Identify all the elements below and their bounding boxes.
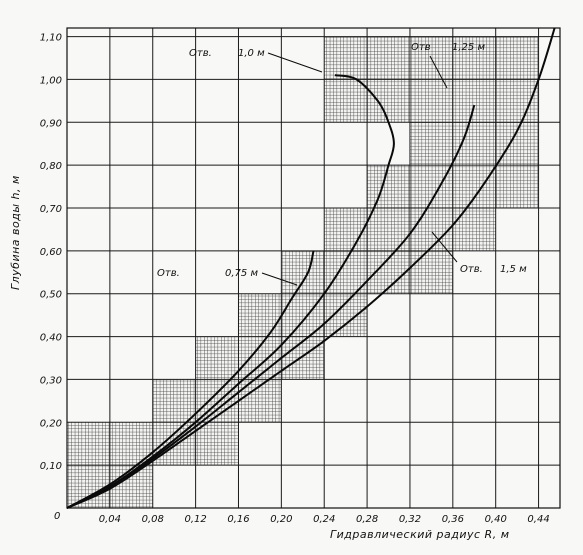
shaded-cell	[452, 122, 496, 166]
shaded-cell	[324, 208, 368, 251]
shaded-cell	[281, 250, 325, 294]
series-label-prefix: Отв.	[460, 264, 483, 275]
y-tick-label: 0,30	[40, 375, 62, 386]
shaded-cell	[367, 165, 410, 208]
series-label-value: 0,75 м	[225, 268, 258, 279]
curve-1-0m	[66, 74, 395, 509]
y-tick-labels: 0,10 0,20 0,30 0,40 0,50 0,60 0,70 0,80 0,90 1,00…	[40, 33, 62, 473]
series-label-prefix: Отв.	[157, 268, 180, 279]
shaded-cell	[195, 422, 239, 466]
shaded-cell	[495, 165, 539, 208]
curve-0-75m	[66, 250, 315, 509]
shaded-cell	[367, 36, 410, 80]
shaded-cell	[409, 122, 453, 166]
label-leader-line	[429, 55, 448, 89]
series-label-prefix: Отв.	[189, 48, 212, 59]
x-axis-title: Гидравлический радиус R, м	[330, 528, 510, 541]
x-tick-label: 0,40	[485, 514, 507, 525]
shaded-cell	[152, 379, 196, 423]
shaded-cell	[452, 208, 496, 251]
y-tick-label: 1,10	[40, 33, 62, 44]
shaded-cell	[409, 250, 453, 294]
x-tick-labels: 0,04 0,08 0,12 0,16 0,20 0,24 0,28 0,32 0,36 0,40…	[99, 514, 550, 525]
curve-1-25m	[66, 104, 476, 509]
shaded-cell	[409, 208, 453, 251]
x-tick-label: 0,32	[399, 514, 421, 525]
shaded-cell	[67, 422, 110, 466]
label-leader-line	[267, 52, 323, 73]
y-tick-label: 0,80	[40, 161, 62, 172]
shaded-cell	[452, 165, 496, 208]
shaded-cells	[67, 36, 539, 508]
shaded-cell	[281, 336, 325, 380]
series-label-value: 1,0 м	[238, 48, 265, 59]
series-label-value: 1,25 м	[452, 42, 485, 53]
series-label-prefix: Отв	[411, 42, 431, 53]
shaded-cell	[238, 293, 282, 337]
label-leader-line	[261, 272, 298, 286]
x-tick-label: 0,20	[270, 514, 292, 525]
shaded-cell	[67, 465, 110, 508]
series-labels: Отв. 0,75 м Отв. 1,0 м Отв 1,25 м Отв. 1,5 м	[157, 42, 527, 279]
x-tick-label: 0,08	[142, 514, 164, 525]
y-tick-label: 0,40	[40, 333, 62, 344]
shaded-cell	[452, 79, 496, 123]
shaded-cell	[367, 208, 410, 251]
curve-1-5m	[66, 27, 556, 509]
plot-frame	[66, 27, 561, 509]
grid	[66, 27, 561, 509]
label-leader-line	[431, 231, 458, 263]
y-tick-label: 1,00	[40, 75, 62, 86]
shaded-cell	[452, 36, 496, 80]
y-axis-title: Глубина воды h, м	[9, 175, 22, 290]
origin-label: 0	[54, 511, 60, 522]
label-leaders	[261, 52, 458, 286]
shaded-cell	[324, 250, 368, 294]
shaded-cell	[324, 36, 368, 80]
series-label-value: 1,5 м	[500, 264, 527, 275]
x-tick-label: 0,16	[227, 514, 249, 525]
curves	[66, 27, 556, 509]
x-tick-label: 0,36	[442, 514, 464, 525]
shaded-cell	[195, 336, 239, 380]
y-tick-label: 0,70	[40, 204, 62, 215]
y-tick-label: 0,20	[40, 418, 62, 429]
shaded-cell	[324, 293, 368, 337]
y-tick-label: 0,60	[40, 247, 62, 258]
y-tick-label: 0,90	[40, 118, 62, 129]
x-tick-label: 0,12	[184, 514, 206, 525]
y-tick-label: 0,50	[40, 290, 62, 301]
shaded-cell	[495, 36, 539, 80]
x-tick-label: 0,44	[527, 514, 549, 525]
shaded-cell	[324, 79, 368, 123]
y-tick-label: 0,10	[40, 461, 62, 472]
x-tick-label: 0,28	[356, 514, 378, 525]
x-tick-label: 0,24	[313, 514, 335, 525]
shaded-cell	[367, 79, 410, 123]
x-tick-label: 0,04	[99, 514, 121, 525]
shaded-cell	[495, 79, 539, 123]
shaded-cell	[238, 336, 282, 380]
